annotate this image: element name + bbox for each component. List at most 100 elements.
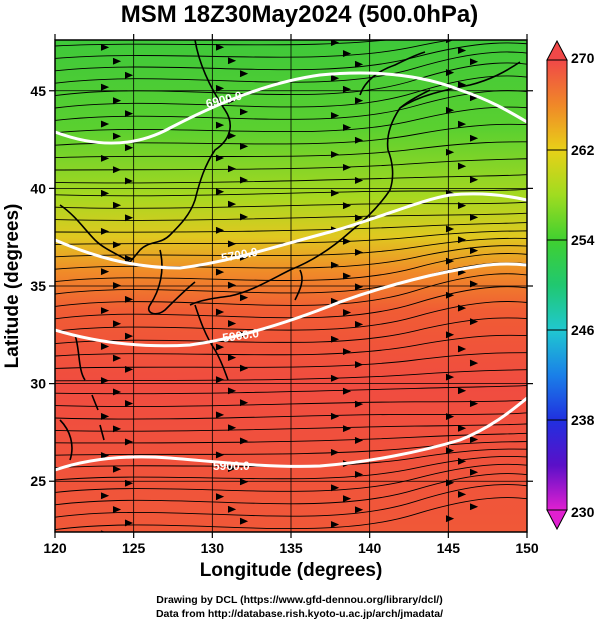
flow-arrow (342, 237, 352, 245)
flow-arrow (215, 154, 225, 162)
flow-arrow (239, 437, 249, 445)
flow-arrow (342, 495, 352, 503)
flow-arrow (445, 331, 455, 339)
flow-arrow (100, 189, 110, 197)
flow-arrow (100, 307, 110, 315)
flow-arrow (124, 332, 134, 340)
flow-arrow (239, 70, 249, 78)
flow-arrow (445, 515, 455, 523)
flow-arrow (215, 376, 225, 384)
flow-arrow (330, 412, 340, 420)
flow-arrow (457, 120, 467, 128)
flow-arrow (445, 106, 455, 114)
flow-arrow (227, 424, 237, 432)
flow-arrow (330, 261, 340, 269)
flow-arrow (469, 280, 479, 288)
flow-arrow (457, 81, 467, 89)
flow-arrow (215, 343, 225, 351)
flow-arrow (469, 134, 479, 142)
flow-arrow (100, 268, 110, 276)
flow-arrow (227, 57, 237, 65)
coastlines (59, 40, 521, 461)
streamline (55, 40, 454, 59)
flow-arrow (124, 214, 134, 222)
streamline (55, 106, 527, 134)
flow-arrow (227, 132, 237, 140)
flow-arrow (112, 465, 122, 473)
streamline (55, 237, 527, 258)
streamline (55, 317, 527, 345)
streamline (55, 455, 527, 481)
flow-arrow (469, 58, 479, 66)
flow-arrow (342, 309, 352, 316)
flow-arrow (457, 387, 467, 395)
streamline (55, 301, 527, 332)
tick-marks (49, 34, 533, 538)
flow-arrow (215, 43, 225, 51)
y-tick-label: 35 (30, 278, 46, 294)
flow-arrow (124, 177, 134, 185)
flow-arrow (342, 425, 352, 433)
flow-arrow (354, 214, 364, 222)
flow-arrow (124, 438, 134, 446)
colorbar: 230 238 246 254 262 270 (546, 39, 595, 531)
flow-arrow (227, 320, 237, 327)
streamline (55, 262, 527, 295)
streamline (55, 334, 527, 357)
streamline (55, 40, 391, 47)
colorbar-tick-label: 230 (571, 504, 595, 520)
flow-arrow (112, 57, 122, 65)
flow-arrow (215, 411, 225, 419)
y-tick-label: 40 (30, 180, 46, 196)
flow-arrow (227, 200, 237, 208)
flow-arrow (112, 320, 122, 328)
flow-arrow (445, 225, 455, 233)
flow-arrow (239, 176, 249, 184)
flow-arrow (124, 400, 134, 407)
credits: Drawing by DCL (https://www.gfd-dennou.o… (0, 593, 599, 621)
contour-label: 5900.0 (213, 459, 250, 473)
credit-line-drawing: Drawing by DCL (https://www.gfd-dennou.o… (156, 594, 443, 606)
flow-arrow (100, 120, 110, 128)
flow-arrow (227, 240, 237, 248)
flow-arrow (457, 47, 467, 54)
flow-arrow (445, 291, 455, 299)
flow-arrow (216, 531, 217, 532)
flow-arrow (354, 97, 364, 105)
flow-arrow (330, 151, 340, 158)
flow-arrow (100, 492, 110, 500)
flow-arrow (124, 144, 134, 152)
flow-arrow (215, 451, 225, 459)
flow-arrow (457, 345, 467, 353)
streamline (55, 253, 527, 283)
credit-line-data: Data from http://database.rish.kyoto-u.a… (155, 608, 444, 620)
streamline (55, 473, 527, 506)
flow-arrow (100, 227, 110, 235)
flow-arrow (330, 448, 340, 456)
flow-arrow (330, 521, 340, 528)
flow-arrow (445, 257, 455, 265)
flow-arrow (239, 478, 249, 486)
streamline (55, 463, 527, 493)
x-axis-label: Longitude (degrees) (200, 560, 383, 581)
streamline (55, 484, 527, 518)
flow-arrow (215, 84, 225, 92)
chart-title: MSM 18Z30May2024 (500.0hPa) (120, 1, 479, 28)
colorbar-tick-label: 238 (571, 412, 595, 428)
flow-arrow (100, 452, 110, 459)
flow-arrow (457, 490, 467, 498)
colorbar-bottom-triangle (546, 509, 568, 531)
flow-arrow (239, 213, 249, 221)
x-tick-label: 140 (358, 540, 382, 556)
flow-arrow (330, 335, 340, 343)
flow-arrow (445, 148, 455, 156)
flow-arrow (112, 425, 122, 433)
height-contours (55, 71, 527, 472)
streamline (55, 286, 527, 320)
streamline (55, 62, 527, 97)
flow-arrow (457, 162, 467, 170)
flow-arrow (342, 85, 352, 93)
flow-arrow (215, 493, 225, 501)
contour-line-5900a (55, 262, 527, 348)
